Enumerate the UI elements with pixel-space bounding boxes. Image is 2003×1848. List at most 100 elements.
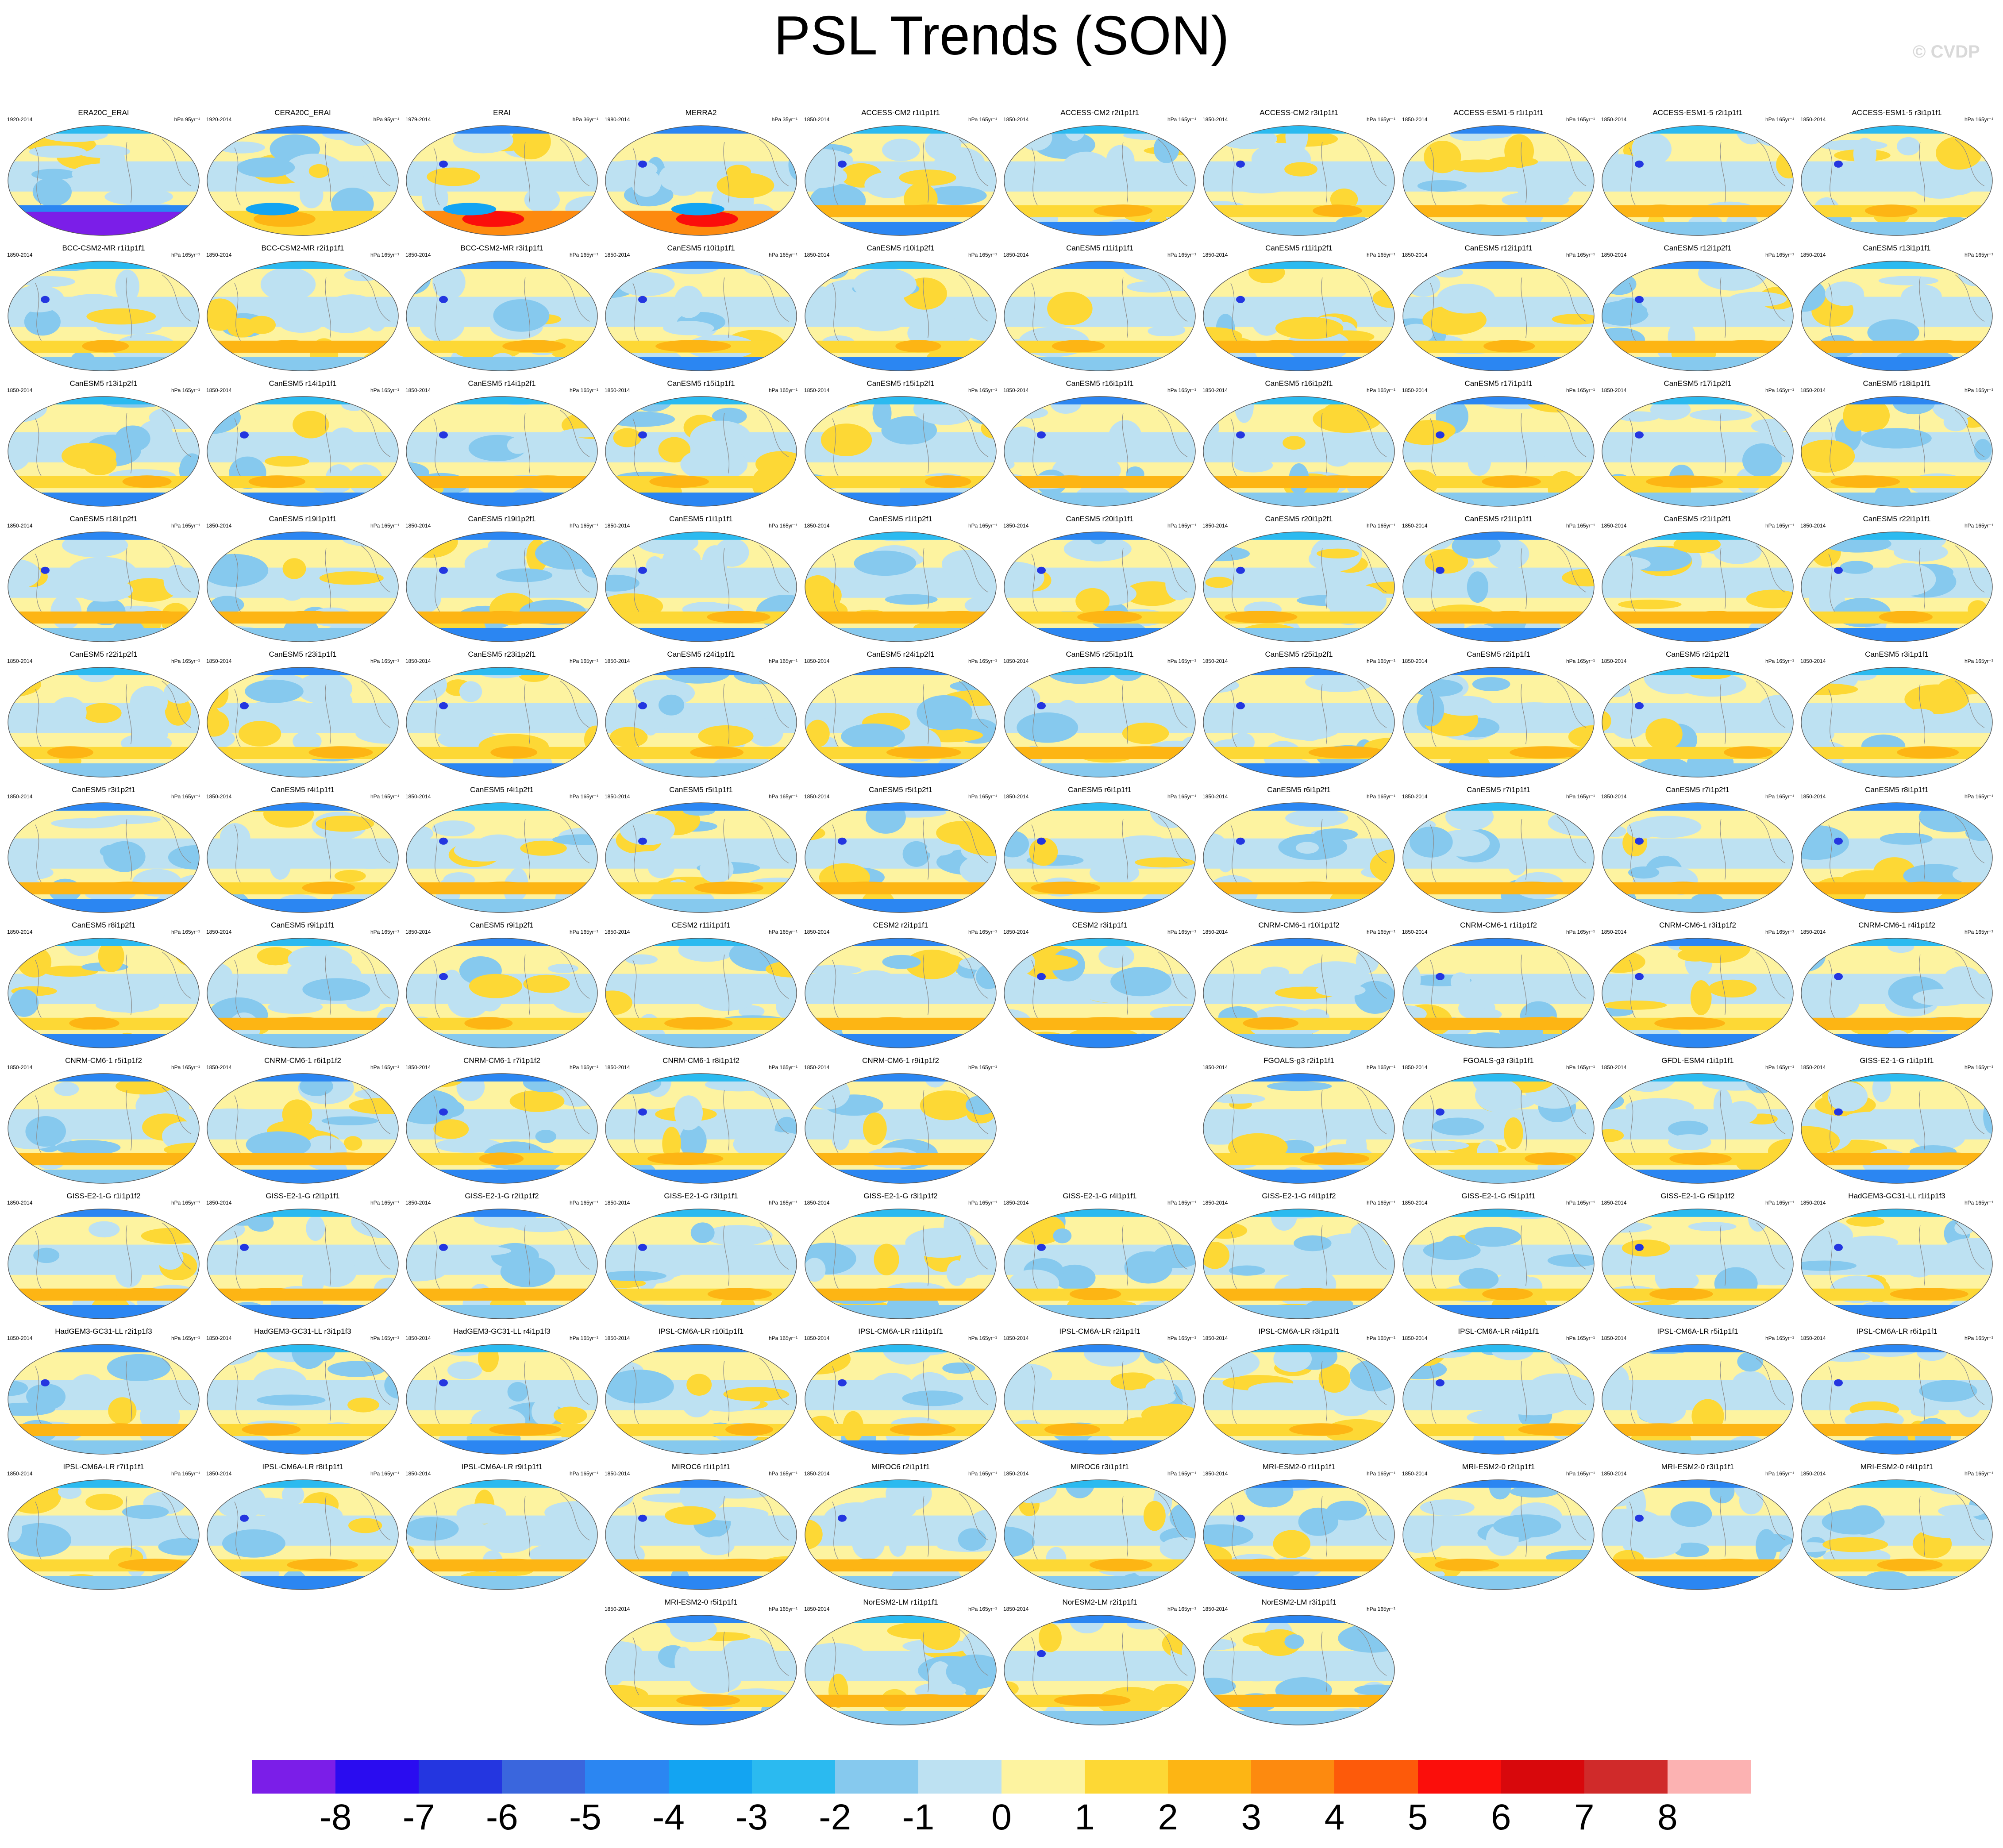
map-panel: CanESM5 r14i1p2f1 1850-2014 hPa 165yr⁻¹ [405, 379, 598, 507]
panel-period: 1850-2014 [804, 523, 830, 529]
map-panel: CanESM5 r5i1p2f1 1850-2014 hPa 165yr⁻¹ [804, 785, 997, 913]
panel-period: 1850-2014 [1202, 1064, 1228, 1070]
panel-units: hPa 165yr⁻¹ [1167, 116, 1196, 123]
coastline [1828, 1493, 1985, 1560]
panel-title: CanESM5 r23i1p2f1 [468, 650, 535, 658]
panel-title: CanESM5 r9i1p1f1 [271, 921, 335, 929]
map-field [8, 938, 199, 1048]
panel-period: 1850-2014 [1800, 1335, 1826, 1341]
coastline [35, 1087, 192, 1154]
panel-units: hPa 165yr⁻¹ [769, 387, 797, 393]
panel-title: CanESM5 r1i1p1f1 [669, 515, 733, 523]
panel-units: hPa 165yr⁻¹ [171, 793, 200, 800]
map-panel: CanESM5 r17i1p2f1 1850-2014 hPa 165yr⁻¹ [1601, 379, 1794, 507]
panel-title: CanESM5 r7i1p2f1 [1666, 785, 1730, 794]
colorbar-tick-label: 1 [1075, 1797, 1095, 1837]
coastline [234, 681, 391, 747]
map-field [1602, 126, 1793, 235]
panel-period: 1850-2014 [1402, 1200, 1428, 1206]
panel-period: 1850-2014 [405, 1200, 431, 1206]
coastline [632, 274, 789, 341]
coastline [35, 816, 192, 883]
panel-period: 1850-2014 [1202, 523, 1228, 529]
panel-units: hPa 165yr⁻¹ [1964, 387, 1993, 393]
map-field [8, 261, 199, 371]
map-panel: MRI-ESM2-0 r5i1p1f1 1850-2014 hPa 165yr⁻¹ [605, 1598, 797, 1725]
panel-units: hPa 165yr⁻¹ [1566, 523, 1595, 529]
map-panel: ERAI 1979-2014 hPa 36yr⁻¹ [405, 108, 598, 236]
coastline [234, 1493, 391, 1560]
map-field [1403, 1209, 1594, 1319]
coastline [832, 545, 989, 612]
panel-title: MRI-ESM2-0 r2i1p1f1 [1462, 1463, 1535, 1471]
panel-period: 1850-2014 [1601, 252, 1627, 258]
panel-units: hPa 165yr⁻¹ [1964, 1064, 1993, 1070]
map-panel: IPSL-CM6A-LR r11i1p1f1 1850-2014 hPa 165yr… [804, 1327, 997, 1455]
coastline [832, 1222, 989, 1289]
map-panel: GISS-E2-1-G r2i1p1f2 1850-2014 hPa 165yr⁻¹ [405, 1192, 598, 1319]
colorbar-tick-label: -3 [736, 1797, 768, 1837]
panel-units: hPa 165yr⁻¹ [968, 793, 997, 800]
map-field [8, 803, 199, 912]
panel-title: GFDL-ESM4 r1i1p1f1 [1661, 1056, 1733, 1065]
map-panel: CanESM5 r14i1p1f1 1850-2014 hPa 165yr⁻¹ [206, 379, 399, 507]
panel-period: 1850-2014 [206, 252, 232, 258]
map-panel: ACCESS-CM2 r1i1p1f1 1850-2014 hPa 165yr⁻¹ [804, 108, 997, 236]
panel-units: hPa 165yr⁻¹ [370, 658, 399, 664]
colorbar-swatch [1085, 1760, 1169, 1794]
panel-units: hPa 165yr⁻¹ [1167, 523, 1196, 529]
coastline [1230, 1629, 1387, 1695]
panel-period: 1850-2014 [1202, 1471, 1228, 1477]
coastline [1430, 1358, 1587, 1424]
panel-period: 1850-2014 [1601, 929, 1627, 935]
map-panel: CanESM5 r1i1p1f1 1850-2014 hPa 165yr⁻¹ [605, 515, 797, 642]
map-panel: IPSL-CM6A-LR r6i1p1f1 1850-2014 hPa 165yr⁻… [1800, 1327, 1993, 1455]
map-panel: CanESM5 r19i1p1f1 1850-2014 hPa 165yr⁻¹ [206, 515, 399, 642]
map-field [406, 1344, 597, 1454]
map-field [1004, 1344, 1195, 1454]
panel-period: 1850-2014 [605, 1471, 630, 1477]
map-panel: CERA20C_ERAI 1920-2014 hPa 95yr⁻¹ [206, 108, 399, 236]
panel-period: 1850-2014 [605, 1606, 630, 1612]
coastline [1828, 410, 1985, 477]
panel-period: 1980-2014 [605, 116, 630, 123]
panel-period: 1850-2014 [206, 387, 232, 393]
panel-title: ERA20C_ERAI [78, 108, 129, 117]
map-panel: CanESM5 r4i1p1f1 1850-2014 hPa 165yr⁻¹ [206, 785, 399, 913]
colorbar-swatch [419, 1760, 503, 1794]
coastline [1828, 681, 1985, 747]
map-panel: CNRM-CM6-1 r4i1p1f2 1850-2014 hPa 165yr⁻¹ [1800, 921, 1993, 1048]
map-field [605, 1074, 797, 1183]
map-panel: FGOALS-g3 r2i1p1f1 1850-2014 hPa 165yr⁻¹ [1202, 1056, 1395, 1184]
map-field [207, 938, 398, 1048]
panel-units: hPa 165yr⁻¹ [1765, 793, 1794, 800]
panel-title: IPSL-CM6A-LR r4i1p1f1 [1458, 1327, 1539, 1336]
colorbar-tick-label: 4 [1324, 1797, 1345, 1837]
coastline [1828, 951, 1985, 1018]
panel-period: 1850-2014 [1202, 252, 1228, 258]
coastline [1828, 1087, 1985, 1154]
panel-period: 1850-2014 [1601, 1471, 1627, 1477]
coastline [632, 545, 789, 612]
panel-title: CanESM5 r11i1p1f1 [1066, 244, 1133, 252]
map-panel-grid: ERA20C_ERAI 1920-2014 hPa 95yr⁻¹ CERA20C_ER… [7, 108, 1993, 1725]
coastline [1828, 1358, 1985, 1424]
panel-title: CanESM5 r22i1p2f1 [69, 650, 137, 658]
panel-title: ACCESS-ESM1-5 r2i1p1f1 [1652, 108, 1742, 117]
coastline [1828, 1222, 1985, 1289]
map-field [1004, 126, 1195, 235]
panel-units: hPa 165yr⁻¹ [570, 658, 598, 664]
panel-title: MERRA2 [686, 108, 717, 117]
panel-units: hPa 165yr⁻¹ [1167, 658, 1196, 664]
colorbar-swatch [1584, 1760, 1668, 1794]
panel-title: CanESM5 r2i1p1f1 [1467, 650, 1530, 658]
panel-period: 1850-2014 [1003, 793, 1029, 800]
map-field [805, 1074, 996, 1183]
panel-title: HadGEM3-GC31-LL r4i1p1f3 [453, 1327, 551, 1336]
coastline [1629, 1222, 1786, 1289]
panel-title: GISS-E2-1-G r2i1p1f2 [465, 1192, 539, 1200]
panel-units: hPa 36yr⁻¹ [573, 116, 598, 123]
panel-units: hPa 165yr⁻¹ [1765, 523, 1794, 529]
panel-period: 1850-2014 [206, 1064, 232, 1070]
panel-units: hPa 165yr⁻¹ [968, 658, 997, 664]
